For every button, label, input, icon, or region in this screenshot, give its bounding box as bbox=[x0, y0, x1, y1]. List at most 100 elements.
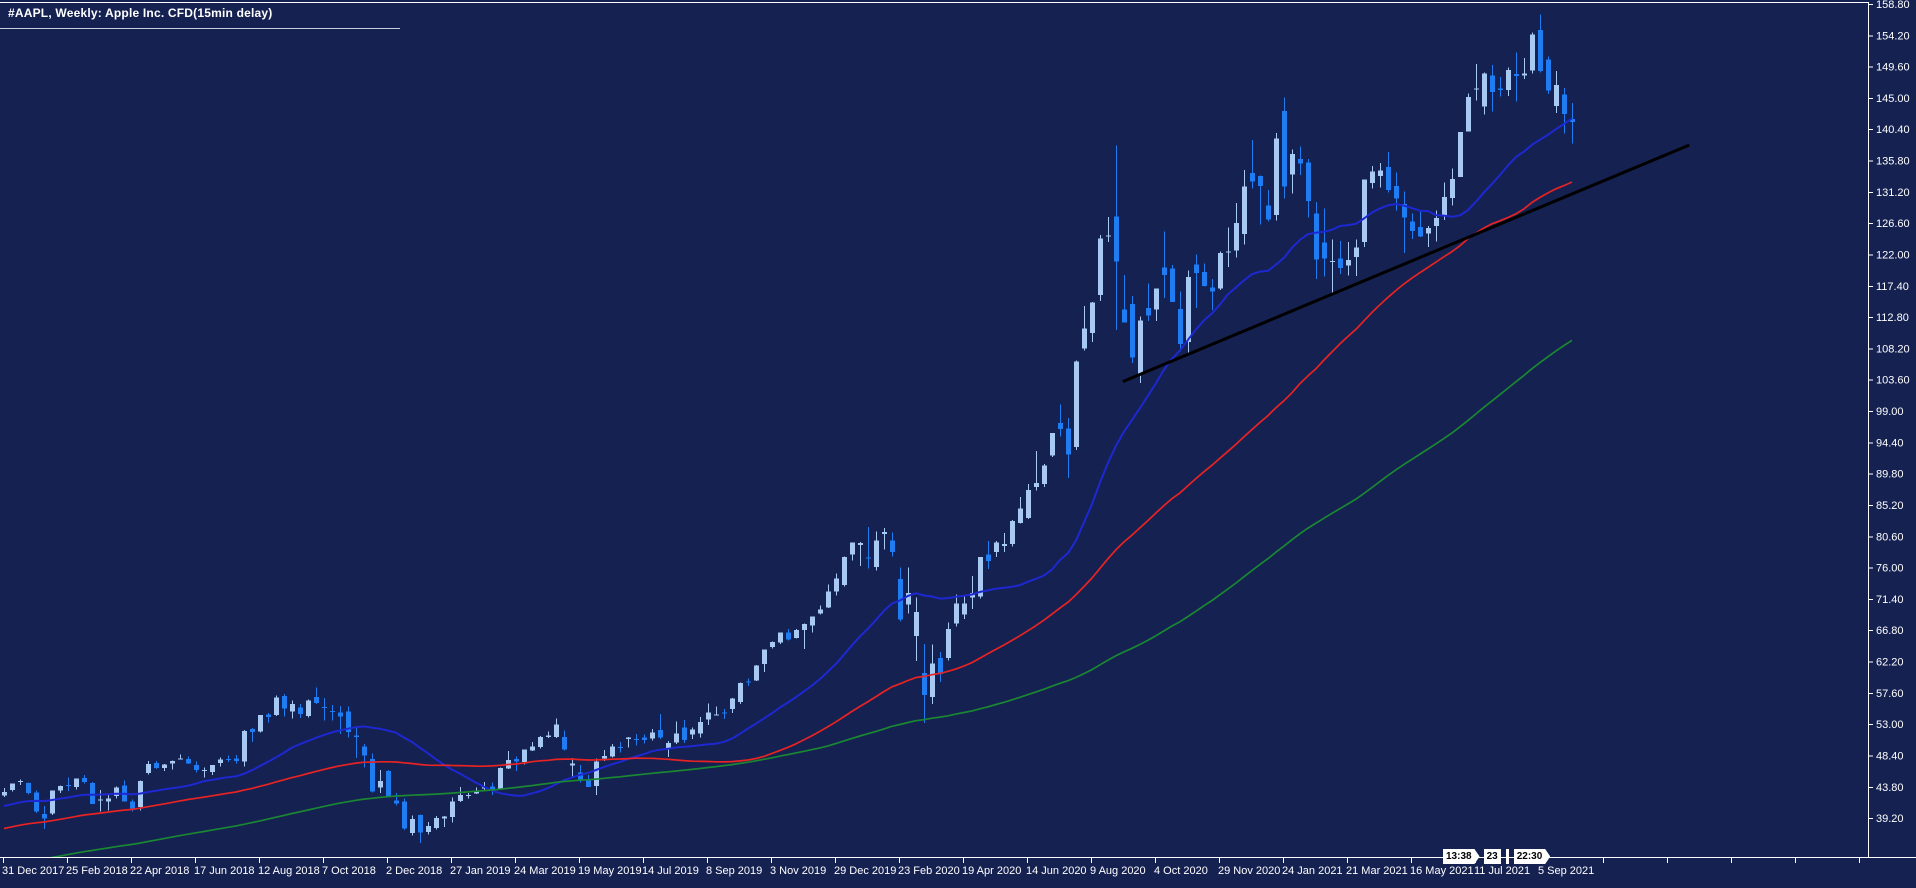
candle-up bbox=[1370, 165, 1375, 189]
plot-area[interactable] bbox=[2, 14, 1690, 865]
candle-down bbox=[282, 694, 287, 717]
chart-frame bbox=[0, 2, 1916, 858]
candle-up bbox=[1522, 58, 1527, 79]
candle-down bbox=[722, 708, 727, 719]
candle-up bbox=[738, 682, 743, 705]
candle-down bbox=[898, 567, 903, 622]
candle-down bbox=[1170, 265, 1175, 302]
date-axis-label: 2 Dec 2018 bbox=[386, 865, 442, 877]
candle-down bbox=[1570, 103, 1575, 144]
candle-up bbox=[1042, 463, 1047, 488]
candle-up bbox=[970, 576, 975, 609]
candle-up bbox=[1474, 63, 1479, 101]
candle-up bbox=[306, 699, 311, 718]
candle-up bbox=[1506, 67, 1511, 96]
candle-up bbox=[1450, 168, 1455, 206]
candle-up bbox=[650, 728, 655, 741]
date-axis-label: 14 Jun 2020 bbox=[1026, 865, 1087, 877]
candle-down bbox=[1202, 263, 1207, 287]
date-axis-label: 24 Jan 2021 bbox=[1282, 865, 1343, 877]
candle-up bbox=[170, 760, 175, 770]
price-axis-label: 154.20 bbox=[1876, 30, 1910, 42]
candle-down bbox=[1498, 77, 1503, 97]
candle-down bbox=[658, 713, 663, 740]
candle-up bbox=[1090, 302, 1095, 343]
candle-up bbox=[778, 632, 783, 645]
candle-up bbox=[946, 622, 951, 661]
candle-down bbox=[370, 753, 375, 793]
date-axis-label: 12 Aug 2018 bbox=[258, 865, 320, 877]
candle-up bbox=[1466, 93, 1471, 132]
candle-up bbox=[538, 736, 543, 749]
candle-up bbox=[674, 721, 679, 745]
candle-down bbox=[938, 652, 943, 682]
candle-up bbox=[834, 573, 839, 596]
candle-down bbox=[922, 644, 927, 724]
candle-down bbox=[1306, 159, 1311, 218]
date-axis-label: 19 Apr 2020 bbox=[962, 865, 1021, 877]
price-axis-label: 117.40 bbox=[1876, 281, 1909, 293]
candle-up bbox=[18, 779, 23, 786]
date-axis-label: 27 Jan 2019 bbox=[450, 865, 511, 877]
price-axis-label: 39.20 bbox=[1876, 813, 1904, 825]
trendline[interactable] bbox=[1122, 144, 1690, 383]
candle-down bbox=[1546, 56, 1551, 95]
candle-up bbox=[954, 594, 959, 627]
candle-down bbox=[394, 793, 399, 806]
candle-down bbox=[1210, 278, 1215, 310]
price-axis[interactable]: 158.80 154.20 149.60 145.00 140.40 135.80 131.… bbox=[1868, 0, 1910, 825]
candle-down bbox=[490, 782, 495, 796]
candle-down bbox=[1562, 88, 1567, 134]
candle-down bbox=[1338, 240, 1343, 274]
price-axis-label: 62.20 bbox=[1876, 657, 1904, 669]
candle-up bbox=[1218, 251, 1223, 290]
date-axis-label: 11 Jul 2021 bbox=[1474, 865, 1530, 877]
candle-down bbox=[1386, 151, 1391, 193]
candle-up bbox=[114, 786, 119, 799]
time-axis[interactable]: 31 Dec 2017 25 Feb 2018 22 Apr 2018 17 Jun … bbox=[2, 857, 1860, 877]
time-tag[interactable]: 22:30 bbox=[1513, 849, 1551, 864]
candle-up bbox=[842, 556, 847, 587]
candle-up bbox=[1530, 32, 1535, 74]
candle-up bbox=[1242, 170, 1247, 245]
candle-up bbox=[58, 785, 63, 794]
candle-down bbox=[298, 703, 303, 718]
candles-series bbox=[2, 14, 1575, 844]
candle-down bbox=[1250, 140, 1255, 189]
candle-up bbox=[1154, 288, 1159, 321]
ma-line-50 bbox=[3, 181, 1573, 830]
chart-title: #AAPL, Weekly: Apple Inc. CFD(15min dela… bbox=[8, 6, 273, 20]
candle-up bbox=[754, 665, 759, 682]
candle-down bbox=[866, 527, 871, 569]
candle-up bbox=[570, 757, 575, 779]
candle-up bbox=[1050, 433, 1055, 457]
candle-up bbox=[162, 764, 167, 772]
date-axis-label: 9 Aug 2020 bbox=[1090, 865, 1146, 877]
candle-up bbox=[178, 754, 183, 760]
candle-up bbox=[506, 750, 511, 769]
candle-up bbox=[810, 616, 815, 633]
candle-up bbox=[10, 783, 15, 792]
candle-down bbox=[1258, 175, 1263, 225]
candle-down bbox=[1130, 295, 1135, 363]
candle-down bbox=[1490, 65, 1495, 112]
date-axis-label: 19 May 2019 bbox=[578, 865, 642, 877]
price-axis-label: 80.60 bbox=[1876, 531, 1904, 543]
time-tag[interactable]: 23 bbox=[1483, 849, 1501, 864]
candle-down bbox=[42, 806, 47, 830]
candle-up bbox=[994, 541, 999, 557]
price-axis-label: 158.80 bbox=[1876, 0, 1910, 11]
time-axis-tags: 13:38 23 22:30 bbox=[1443, 849, 1551, 864]
candle-up bbox=[770, 641, 775, 649]
candle-up bbox=[530, 742, 535, 751]
candle-up bbox=[466, 793, 471, 799]
date-axis-label: 22 Apr 2018 bbox=[130, 865, 189, 877]
candle-down bbox=[402, 798, 407, 831]
time-tag[interactable]: 13:38 bbox=[1443, 849, 1480, 864]
candle-down bbox=[194, 761, 199, 773]
candle-up bbox=[258, 715, 263, 733]
price-axis-label: 85.20 bbox=[1876, 500, 1904, 512]
candle-down bbox=[1322, 208, 1327, 277]
price-axis-label: 131.20 bbox=[1876, 187, 1910, 199]
